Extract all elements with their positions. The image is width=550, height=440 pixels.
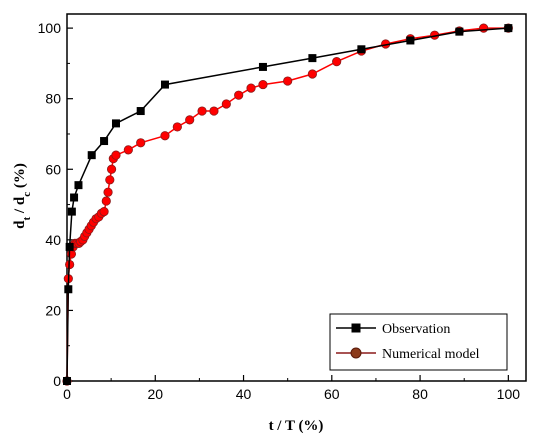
x-tick-label: 80 [412, 386, 428, 402]
numerical-model-point [111, 150, 121, 160]
y-title-tail: (%) [12, 163, 28, 192]
numerical-model-point [246, 83, 256, 93]
numerical-model-point [123, 145, 133, 155]
numerical-model-point [105, 175, 115, 185]
x-tick-label: 60 [324, 386, 340, 402]
numerical-model-point [283, 76, 293, 86]
legend-marker-numerical [350, 347, 362, 359]
legend-label-observation: Observation [382, 322, 450, 337]
plot-frame [66, 13, 527, 382]
numerical-model-point [103, 187, 113, 197]
legend-box [329, 313, 508, 371]
observation-point [100, 137, 109, 146]
y-tick-label: 20 [45, 302, 61, 318]
numerical-model-point [234, 90, 244, 100]
numerical-model-point [479, 23, 489, 33]
observation-point [70, 193, 79, 202]
legend: Observation Numerical model [329, 313, 508, 371]
numerical-model-point [185, 115, 195, 125]
observation-point [455, 27, 464, 36]
observation-point [504, 24, 513, 33]
observation-point [65, 242, 74, 251]
y-tick-label: 100 [38, 20, 62, 36]
observation-point [87, 151, 96, 160]
y-title-base1: d [12, 220, 28, 229]
y-title-mid: / d [12, 196, 28, 217]
numerical-model-point [332, 57, 342, 67]
observation-point [64, 285, 73, 294]
series-layer [62, 23, 513, 386]
y-title-sub1: t [21, 216, 33, 220]
legend-label-numerical: Numerical model [382, 347, 480, 362]
observation-point [406, 36, 415, 45]
numerical-model-point [136, 138, 146, 148]
numerical-model-point [172, 122, 182, 132]
observation-point [357, 45, 366, 54]
x-tick-label: 20 [147, 386, 163, 402]
observation-point [160, 80, 169, 89]
y-tick-label: 0 [53, 373, 61, 389]
observation-point [67, 207, 76, 216]
legend-marker-observation [351, 323, 361, 333]
observation-point [63, 377, 71, 385]
y-axis-title: dt / dc (%) [12, 163, 33, 229]
observation-point [74, 181, 83, 190]
x-tick-label: 100 [497, 386, 521, 402]
y-tick-label: 40 [45, 232, 61, 248]
y-title-sub2: c [21, 192, 33, 197]
numerical-model-point [99, 207, 109, 217]
numerical-model-point [106, 164, 117, 174]
observation-point [136, 107, 145, 116]
observation-point [308, 54, 317, 63]
numerical-model-point [307, 69, 317, 79]
observation-point [111, 119, 120, 128]
numerical-model-point [160, 131, 170, 141]
x-tick-label: 0 [63, 386, 71, 402]
x-axis-title: t / T (%) [269, 418, 324, 434]
ticks: 0 20 40 60 80 100 0 20 40 60 80 100 [38, 20, 521, 402]
plot-area [66, 13, 527, 382]
y-tick-label: 80 [45, 91, 61, 107]
x-tick-label: 40 [236, 386, 252, 402]
observation-point [258, 62, 267, 71]
numerical-model-point [221, 99, 231, 109]
numerical-model-point [209, 106, 219, 116]
numerical-model-point [258, 79, 268, 90]
numerical-model-point [101, 196, 111, 206]
y-tick-label: 60 [45, 161, 61, 177]
numerical-model-point [197, 106, 207, 116]
